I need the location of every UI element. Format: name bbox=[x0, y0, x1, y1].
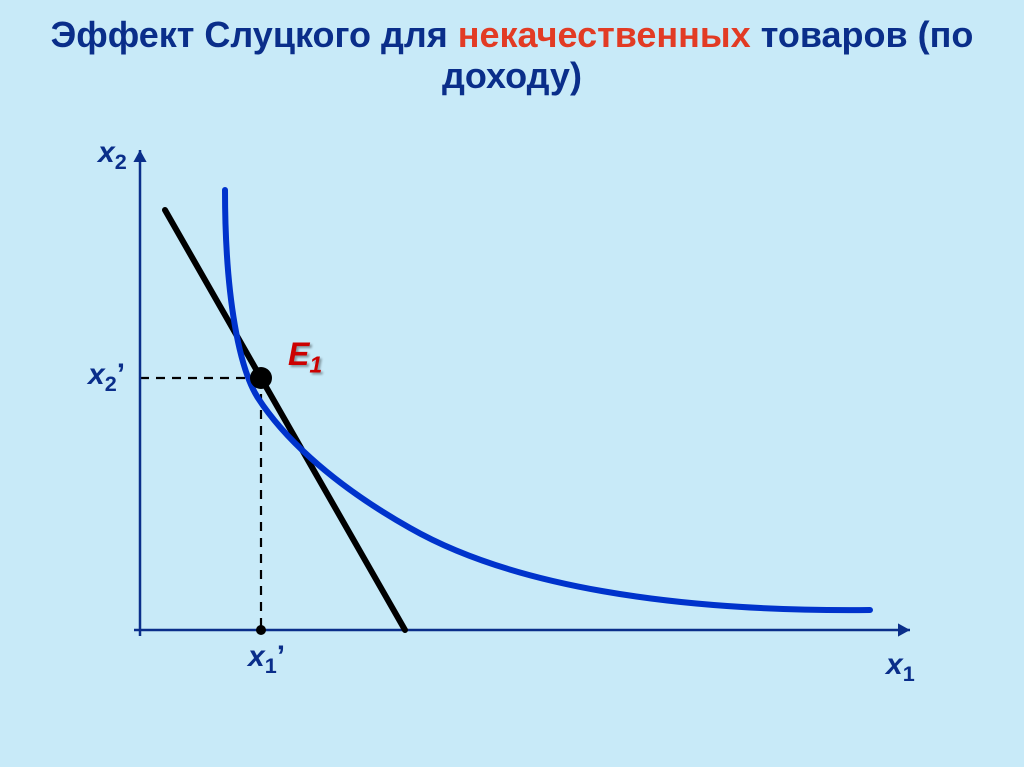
x-axis-label: x1 bbox=[886, 648, 915, 687]
y-tick-label: x2’ bbox=[88, 358, 125, 397]
x-tick-label: x1’ bbox=[248, 640, 285, 679]
slide: Эффект Слуцкого для некачественных товар… bbox=[0, 0, 1024, 767]
y-axis-label: x2 bbox=[98, 136, 127, 175]
page-title: Эффект Слуцкого для некачественных товар… bbox=[0, 14, 1024, 97]
equilibrium-label: E1 bbox=[288, 336, 322, 378]
chart-svg bbox=[110, 140, 930, 700]
slutsky-chart: x2 x1 x1’ x2’ E1 bbox=[110, 140, 930, 700]
